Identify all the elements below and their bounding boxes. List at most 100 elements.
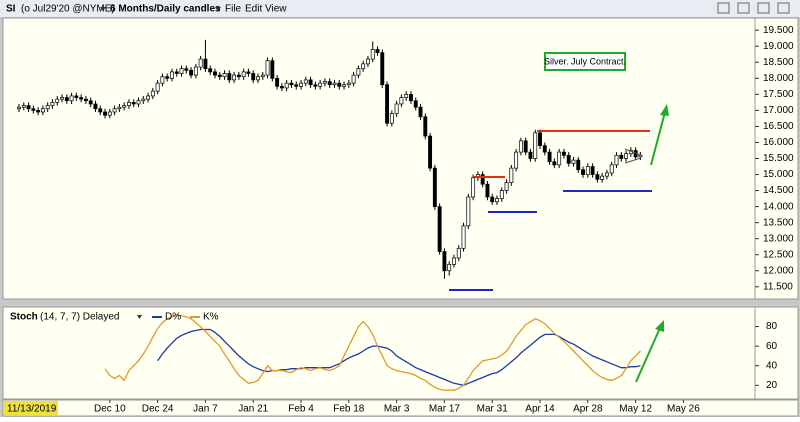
- candle-body: [490, 196, 495, 203]
- candle-body: [103, 111, 107, 116]
- triangle-line: [624, 148, 642, 156]
- candle-body: [36, 110, 41, 113]
- candle-body: [346, 82, 351, 86]
- candle-body: [184, 68, 189, 71]
- annotation: Silver. July Contract.: [544, 56, 626, 66]
- window-button[interactable]: [717, 2, 730, 14]
- candle-body: [409, 93, 413, 102]
- candle-body: [361, 63, 366, 70]
- candle-body: [509, 167, 514, 183]
- stoch-axis: [754, 306, 799, 400]
- candle-body: [203, 58, 208, 70]
- candle-body: [471, 177, 476, 198]
- candle-body: [624, 153, 629, 159]
- x-tick-label: Apr 14: [525, 404, 555, 415]
- x-tick-label: Feb 18: [333, 404, 365, 415]
- candle-body: [74, 95, 79, 98]
- candle-body: [69, 95, 74, 102]
- candle-body: [165, 76, 170, 79]
- candle-body: [126, 102, 131, 106]
- candle-body: [423, 116, 428, 137]
- candle-body: [112, 108, 117, 113]
- legend-label: D%: [165, 312, 181, 323]
- candle-body: [236, 74, 241, 78]
- dropdown-icon[interactable]: [100, 7, 106, 11]
- candle-body: [380, 52, 385, 86]
- window-button[interactable]: [777, 2, 790, 14]
- x-tick-label: Feb 4: [288, 404, 314, 415]
- arrow: [635, 327, 661, 383]
- candle-body: [21, 105, 26, 108]
- candle-body: [60, 97, 64, 100]
- candle-body: [499, 190, 504, 199]
- candle-body: [514, 151, 519, 169]
- arrow: [650, 111, 666, 166]
- candle-body: [155, 82, 160, 92]
- y-tick-label: 18.000: [763, 73, 794, 84]
- y-tick-label: 17.000: [763, 105, 794, 116]
- candle-body: [303, 79, 308, 84]
- candle-body: [337, 82, 342, 87]
- arrow-head: [655, 320, 664, 332]
- menu-edit[interactable]: Edit: [245, 4, 262, 15]
- candle-body: [566, 154, 571, 164]
- candle-body: [146, 95, 151, 100]
- stoch-title: Stoch: [10, 312, 38, 323]
- symbol: SI: [6, 4, 16, 15]
- candle-body: [351, 74, 356, 84]
- candle-body: [193, 66, 198, 76]
- candle-body: [241, 71, 246, 78]
- window-button[interactable]: [757, 2, 770, 14]
- candle-body: [495, 198, 499, 203]
- candle-body: [542, 145, 547, 153]
- candle-body: [50, 102, 55, 106]
- triangle-line: [624, 157, 642, 164]
- y-tick-label: 12.000: [763, 265, 794, 276]
- y-tick-label: 40: [766, 360, 778, 371]
- candle-body: [413, 100, 418, 108]
- candle-body: [227, 73, 232, 81]
- candle-body: [547, 151, 552, 163]
- annotation-box: [544, 52, 626, 71]
- candle-body: [213, 71, 217, 76]
- candle-body: [394, 103, 399, 114]
- candle-body: [246, 71, 251, 74]
- candle-body: [289, 82, 294, 86]
- candle-body: [480, 174, 485, 185]
- interval[interactable]: 6 Months/Daily candles: [110, 4, 221, 15]
- candle-body: [399, 97, 404, 105]
- candle-body: [404, 93, 409, 98]
- candle-body: [26, 105, 31, 110]
- candle-body: [600, 175, 605, 180]
- candle-body: [609, 164, 614, 174]
- y-tick-label: 16.500: [763, 121, 794, 132]
- y-tick-label: 60: [766, 341, 778, 352]
- x-tick-label: May 12: [619, 404, 652, 415]
- x-tick-label: Mar 17: [429, 404, 461, 415]
- x-tick-label: Apr 28: [573, 404, 603, 415]
- dropdown-icon[interactable]: [215, 7, 221, 11]
- window-button[interactable]: [737, 2, 750, 14]
- candle-body: [294, 84, 299, 87]
- candle-body: [308, 79, 313, 86]
- cursor-date: 11/13/2019: [7, 404, 57, 415]
- candle-body: [370, 49, 375, 60]
- dropdown-icon[interactable]: [137, 315, 142, 319]
- menu-view[interactable]: View: [265, 4, 287, 15]
- candle-body: [270, 60, 275, 79]
- candle-body: [576, 159, 581, 171]
- candle-body: [189, 69, 194, 76]
- contract[interactable]: (o Jul29'20 @NYME): [21, 4, 115, 15]
- candle-body: [136, 100, 141, 105]
- candle-body: [318, 82, 323, 87]
- stoch-panel: [2, 306, 756, 400]
- candle-body: [79, 97, 84, 100]
- y-tick-label: 19.500: [763, 25, 794, 36]
- candle-body: [557, 151, 562, 166]
- candle-body: [442, 251, 447, 272]
- candle-body: [447, 264, 452, 272]
- candle-body: [533, 132, 538, 159]
- y-tick-label: 19.000: [763, 41, 794, 52]
- menu-file[interactable]: File: [225, 4, 242, 15]
